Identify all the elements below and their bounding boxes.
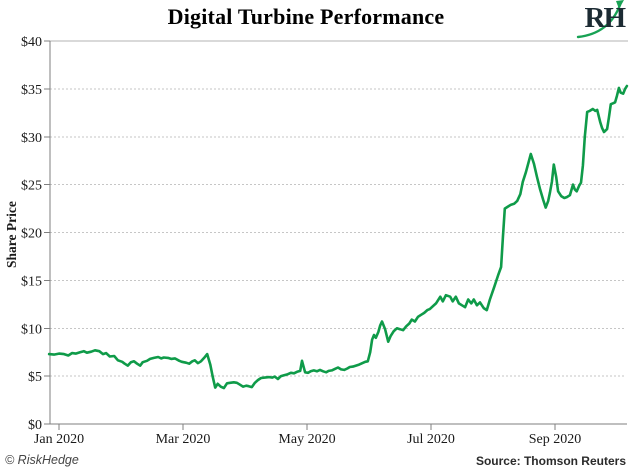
- gridlines: [50, 40, 628, 377]
- y-tick-label: $15: [21, 274, 42, 289]
- y-tick-label: $30: [21, 131, 42, 146]
- x-axis-ticks: Jan 2020 Mar 2020 May 2020 Jul 2020 Sep 2020: [34, 424, 581, 447]
- y-tick-label: $35: [21, 83, 42, 98]
- riskhedge-logo: RH: [576, 0, 628, 40]
- y-axis-ticks: $0 $5 $10 $15 $20 $25 $30 $35 $40: [21, 35, 50, 433]
- x-tick-label: Jan 2020: [34, 432, 84, 447]
- copyright-note: © RiskHedge: [5, 453, 79, 467]
- y-tick-label: $0: [28, 418, 42, 433]
- y-tick-label: $10: [21, 322, 42, 337]
- y-tick-label: $5: [28, 370, 42, 385]
- price-line-series: [47, 84, 629, 390]
- source-note: Source: Thomson Reuters: [475, 454, 626, 468]
- x-tick-label: Jul 2020: [407, 432, 455, 447]
- x-tick-label: Mar 2020: [156, 432, 211, 447]
- x-tick-label: May 2020: [278, 432, 335, 447]
- chart-title: Digital Turbine Performance: [167, 4, 445, 29]
- y-tick-label: $20: [21, 227, 42, 242]
- logo-swoosh-icon: [576, 0, 624, 39]
- logo-text: RH: [584, 2, 626, 34]
- y-tick-label: $25: [21, 179, 42, 194]
- y-tick-label: $40: [21, 35, 42, 50]
- x-tick-label: Sep 2020: [529, 432, 582, 447]
